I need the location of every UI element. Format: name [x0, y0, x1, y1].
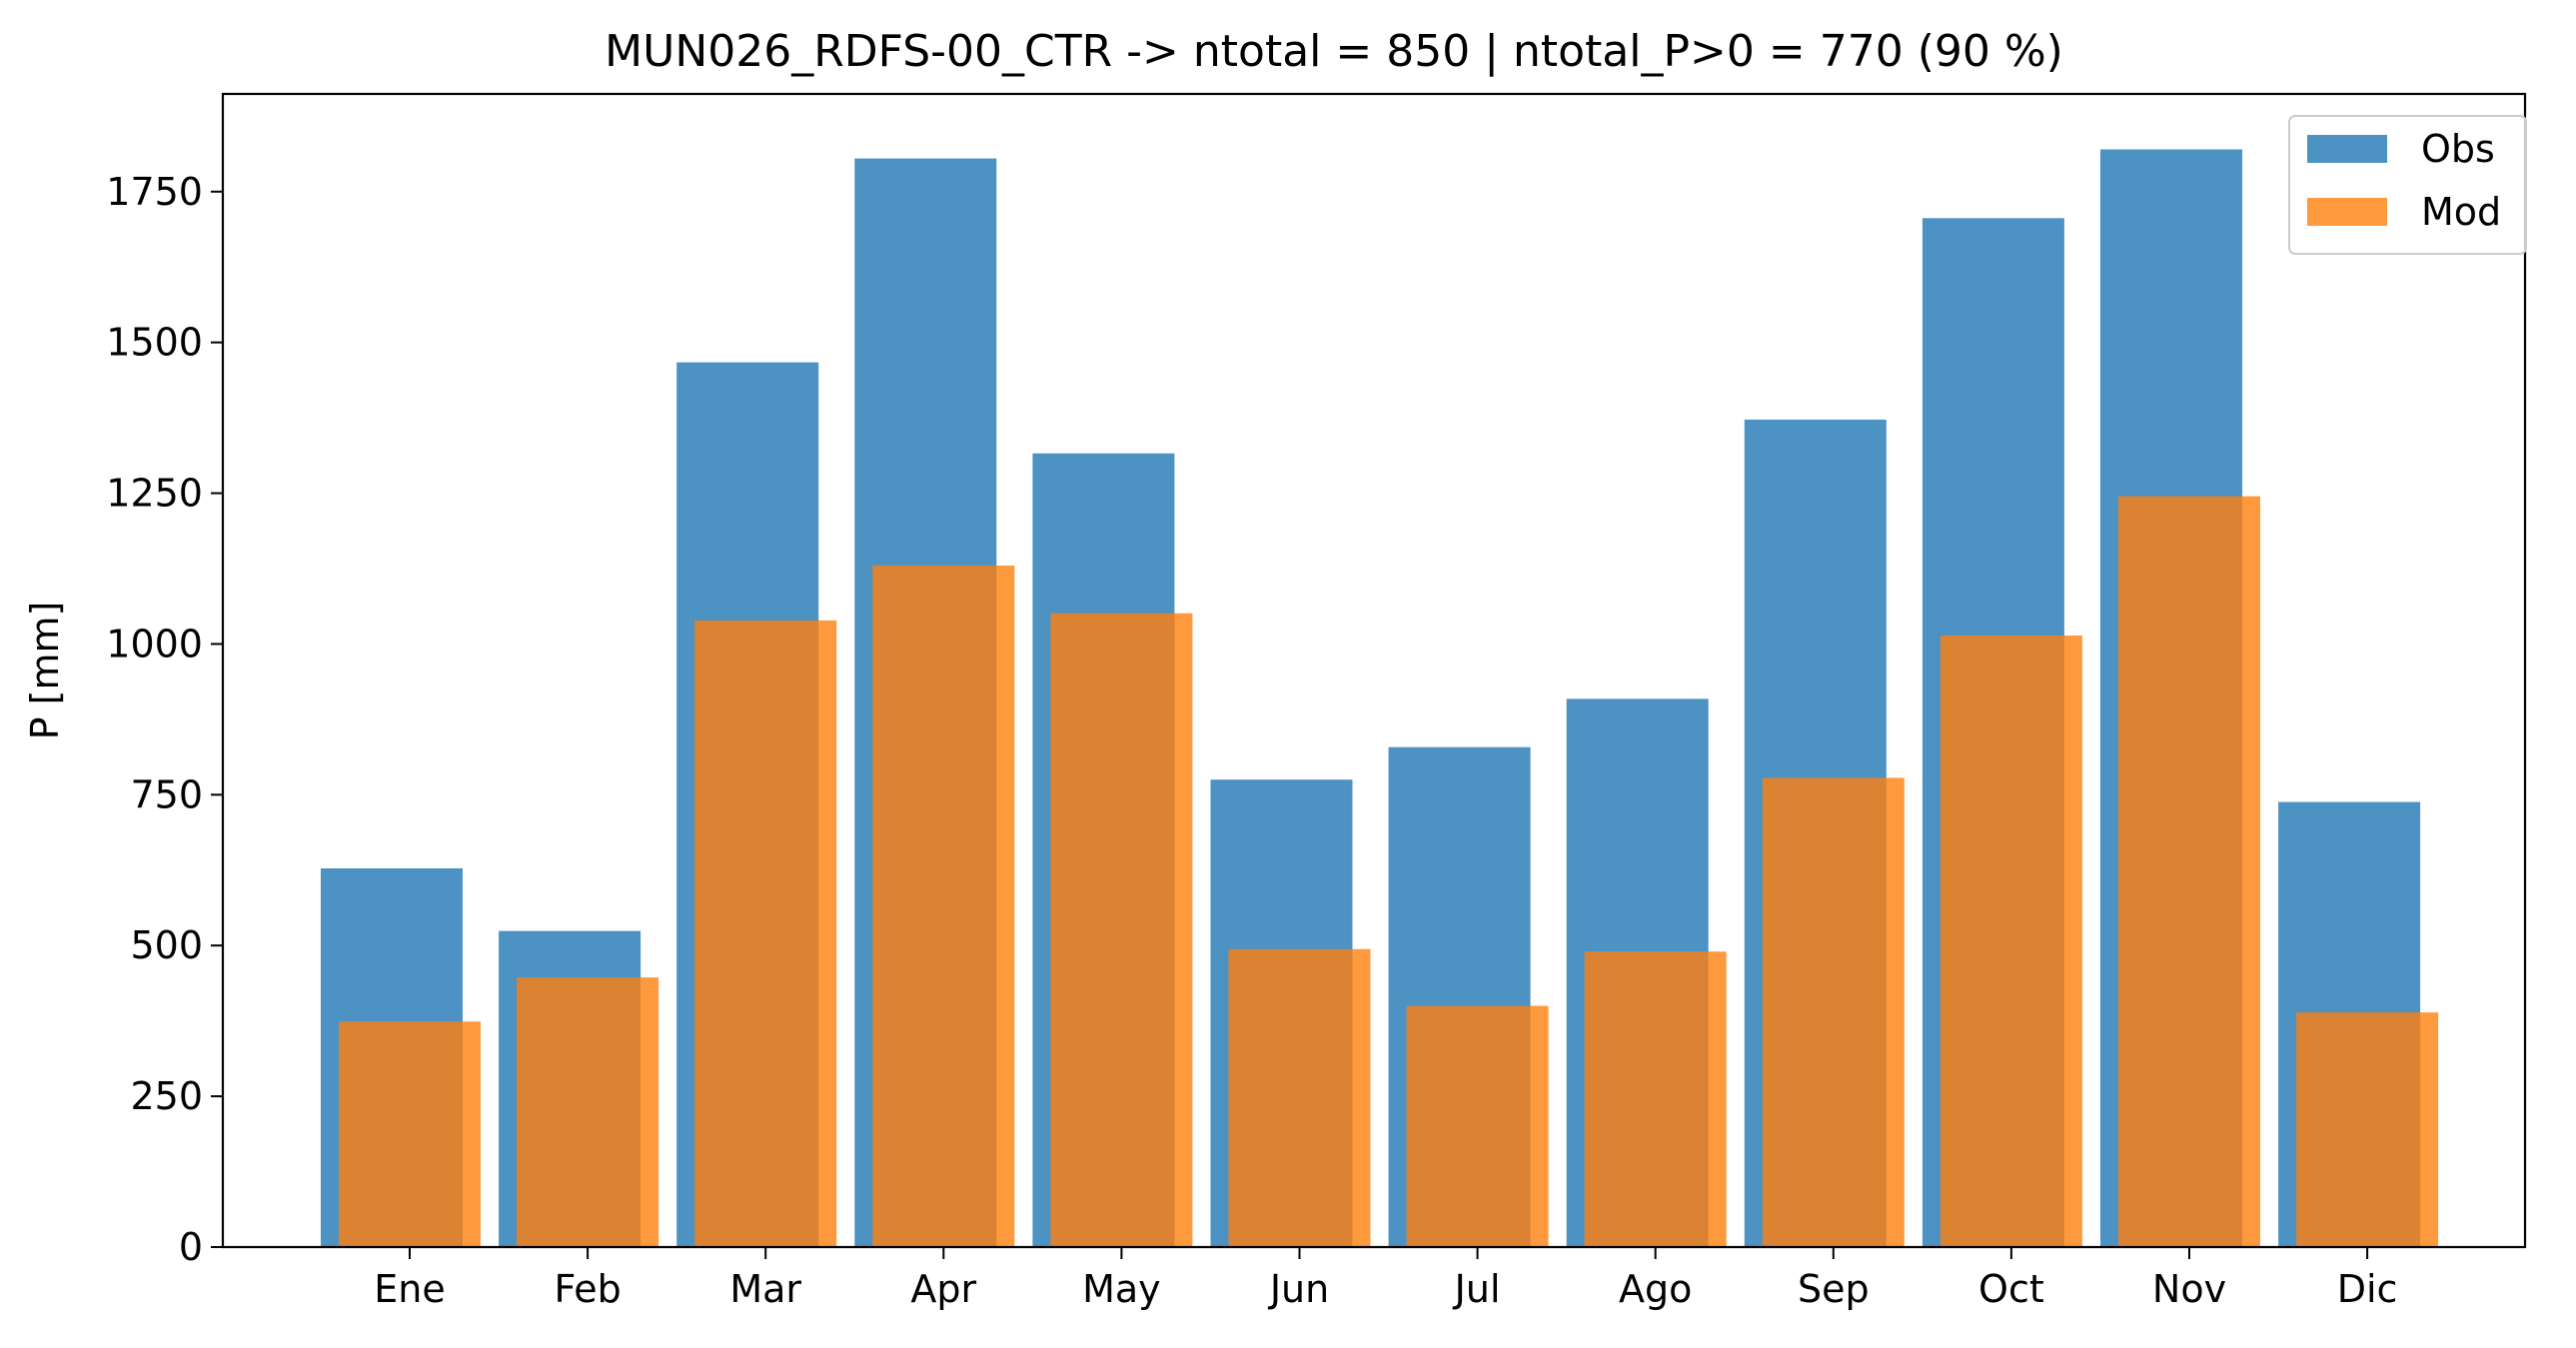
bar-mod-may — [1050, 613, 1193, 1247]
bar-mod-ene — [339, 1021, 481, 1247]
y-tick-label: 500 — [130, 923, 203, 967]
bar-mod-feb — [517, 977, 659, 1247]
legend-swatch-mod — [2307, 198, 2387, 226]
bar-mod-oct — [1939, 636, 2082, 1247]
chart-title: MUN026_RDFS-00_CTR -> ntotal = 850 | nto… — [605, 26, 2063, 77]
bar-mod-nov — [2118, 496, 2260, 1248]
x-tick-label: Jun — [1268, 1267, 1329, 1311]
x-tick-label: Mar — [729, 1267, 801, 1311]
x-tick-label: Jul — [1453, 1267, 1501, 1311]
plot-frame — [221, 92, 2527, 1249]
y-axis: 0 250 500 750 1000 1250 1500 1750 — [106, 170, 223, 1269]
y-tick-label: 750 — [130, 772, 203, 816]
x-tick-label: Apr — [910, 1267, 976, 1311]
bar-mod-jul — [1406, 1005, 1549, 1247]
y-tick-label: 1000 — [106, 622, 203, 666]
legend: Obs Mod — [2288, 115, 2527, 255]
bars — [321, 149, 2439, 1248]
bar-mod-dic — [2296, 1012, 2439, 1247]
y-tick-label: 1750 — [106, 170, 203, 214]
x-axis: Ene Feb Mar Apr May Jun Jul Ago Sep Oct Nov Dic — [374, 1247, 2397, 1311]
bar-mod-mar — [694, 620, 837, 1247]
legend-label-mod: Mod — [2421, 190, 2501, 234]
x-tick-label: Dic — [2337, 1267, 2398, 1311]
x-tick-label: May — [1082, 1267, 1161, 1311]
x-tick-label: Sep — [1798, 1267, 1870, 1311]
bar-mod-ago — [1584, 951, 1727, 1247]
y-tick-label: 0 — [179, 1225, 203, 1269]
bar-mod-jun — [1228, 948, 1371, 1247]
y-tick-label: 1500 — [106, 321, 203, 365]
x-tick-label: Feb — [554, 1267, 621, 1311]
y-tick-label: 250 — [130, 1074, 203, 1118]
bar-mod-apr — [872, 566, 1015, 1247]
y-tick-label: 1250 — [106, 472, 203, 516]
x-tick-label: Nov — [2152, 1267, 2226, 1311]
legend-swatch-obs — [2307, 135, 2387, 163]
x-tick-label: Oct — [1978, 1267, 2044, 1311]
x-tick-label: Ene — [374, 1267, 445, 1311]
bar-mod-sep — [1762, 777, 1905, 1247]
y-axis-label: P [mm] — [23, 602, 67, 740]
x-tick-label: Ago — [1619, 1267, 1692, 1311]
legend-label-obs: Obs — [2421, 127, 2495, 171]
